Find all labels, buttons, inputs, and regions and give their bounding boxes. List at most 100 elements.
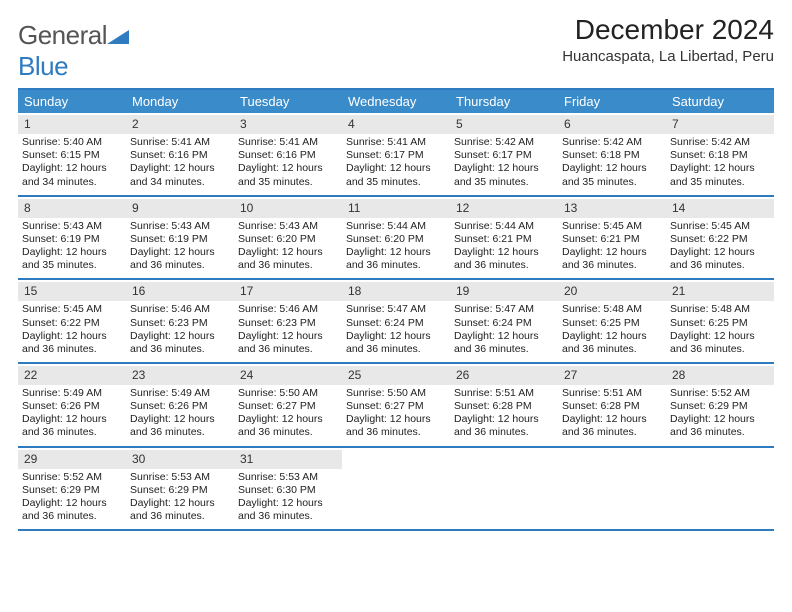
empty-cell [450,448,558,530]
sunrise-line: Sunrise: 5:44 AM [454,220,554,233]
day-number: 17 [240,284,253,298]
day-number: 23 [132,368,145,382]
day-cell: 26Sunrise: 5:51 AMSunset: 6:28 PMDayligh… [450,364,558,446]
sunrise-line: Sunrise: 5:49 AM [130,387,230,400]
daylight-line-1: Daylight: 12 hours [238,162,338,175]
sunrise-line: Sunrise: 5:41 AM [346,136,446,149]
sunrise-line: Sunrise: 5:47 AM [454,303,554,316]
sunset-line: Sunset: 6:20 PM [346,233,446,246]
daylight-line-2: and 34 minutes. [130,176,230,189]
day-header: Thursday [450,90,558,113]
day-number: 3 [240,117,247,131]
day-cell: 20Sunrise: 5:48 AMSunset: 6:25 PMDayligh… [558,280,666,362]
day-header: Tuesday [234,90,342,113]
daylight-line-1: Daylight: 12 hours [346,413,446,426]
sunrise-line: Sunrise: 5:52 AM [670,387,770,400]
sunset-line: Sunset: 6:20 PM [238,233,338,246]
day-cell: 19 Sunrise: 5:47 AMSunset: 6:24 PMDayligh… [450,280,558,362]
day-number: 11 [348,201,360,215]
day-number: 10 [240,201,253,215]
day-number-row: 1 [18,115,126,134]
daylight-line-1: Daylight: 12 hours [670,162,770,175]
day-cell: 14Sunrise: 5:45 AMSunset: 6:22 PMDayligh… [666,197,774,279]
sunrise-line: Sunrise: 5:42 AM [670,136,770,149]
daylight-line-1: Daylight: 12 hours [130,246,230,259]
day-number: 28 [672,368,685,382]
daylight-line-1: Daylight: 12 hours [454,413,554,426]
day-number-row: 4 [342,115,450,134]
day-number: 6 [564,117,571,131]
day-cell: 10Sunrise: 5:43 AMSunset: 6:20 PMDayligh… [234,197,342,279]
day-cell: 3Sunrise: 5:41 AMSunset: 6:16 PMDaylight… [234,113,342,195]
logo-triangle-icon [107,20,129,51]
daylight-line-2: and 35 minutes. [22,259,122,272]
daylight-line-2: and 36 minutes. [670,426,770,439]
daylight-line-1: Daylight: 12 hours [670,330,770,343]
day-number-row: 26 [450,366,558,385]
sunset-line: Sunset: 6:19 PM [130,233,230,246]
daylight-line-2: and 36 minutes. [670,343,770,356]
page-title: December 2024 [562,14,774,46]
empty-cell [558,448,666,530]
title-block: December 2024 Huancaspata, La Libertad, … [562,14,774,65]
daylight-line-1: Daylight: 12 hours [670,413,770,426]
sunrise-line: Sunrise: 5:41 AM [130,136,230,149]
sunrise-line: Sunrise: 5:49 AM [22,387,122,400]
sunrise-line: Sunrise: 5:46 AM [130,303,230,316]
daylight-line-1: Daylight: 12 hours [22,497,122,510]
sunset-line: Sunset: 6:19 PM [22,233,122,246]
day-cell: 18Sunrise: 5:47 AMSunset: 6:24 PMDayligh… [342,280,450,362]
day-cell: 9Sunrise: 5:43 AMSunset: 6:19 PMDaylight… [126,197,234,279]
sunset-line: Sunset: 6:18 PM [562,149,662,162]
sunrise-line: Sunrise: 5:43 AM [130,220,230,233]
day-number: 4 [348,117,355,131]
day-number: 2 [132,117,139,131]
sunset-line: Sunset: 6:29 PM [22,484,122,497]
daylight-line-1: Daylight: 12 hours [22,413,122,426]
day-cell: 16Sunrise: 5:46 AMSunset: 6:23 PMDayligh… [126,280,234,362]
sunrise-line: Sunrise: 5:48 AM [670,303,770,316]
daylight-line-1: Daylight: 12 hours [238,413,338,426]
week-row: 8Sunrise: 5:43 AMSunset: 6:19 PMDaylight… [18,197,774,281]
sunset-line: Sunset: 6:26 PM [22,400,122,413]
day-number-row: 11 [342,199,450,218]
sunset-line: Sunset: 6:23 PM [130,317,230,330]
day-cell: 30Sunrise: 5:53 AMSunset: 6:29 PMDayligh… [126,448,234,530]
day-number: 13 [564,201,577,215]
day-number: 19 [456,284,469,298]
day-cell: 29Sunrise: 5:52 AMSunset: 6:29 PMDayligh… [18,448,126,530]
week-row: 15Sunrise: 5:45 AMSunset: 6:22 PMDayligh… [18,280,774,364]
sunrise-line: Sunrise: 5:50 AM [346,387,446,400]
day-cell: 8Sunrise: 5:43 AMSunset: 6:19 PMDaylight… [18,197,126,279]
daylight-line-1: Daylight: 12 hours [454,330,554,343]
sunrise-line: Sunrise: 5:46 AM [238,303,338,316]
day-number: 29 [24,452,37,466]
daylight-line-2: and 36 minutes. [346,343,446,356]
daylight-line-2: and 36 minutes. [562,426,662,439]
daylight-line-2: and 36 minutes. [130,510,230,523]
day-number-row: 24 [234,366,342,385]
daylight-line-1: Daylight: 12 hours [346,246,446,259]
sunset-line: Sunset: 6:21 PM [454,233,554,246]
day-number: 30 [132,452,145,466]
sunrise-line: Sunrise: 5:51 AM [562,387,662,400]
day-number: 21 [672,284,685,298]
daylight-line-2: and 36 minutes. [562,259,662,272]
day-number: 1 [24,117,31,131]
daylight-line-2: and 35 minutes. [562,176,662,189]
week-row: 1Sunrise: 5:40 AMSunset: 6:15 PMDaylight… [18,113,774,197]
day-number-row: 19 [450,282,558,301]
day-number-row: 8 [18,199,126,218]
day-cell: 2Sunrise: 5:41 AMSunset: 6:16 PMDaylight… [126,113,234,195]
logo-text-gray: General [18,20,107,50]
sunset-line: Sunset: 6:24 PM [454,317,554,330]
day-number: 27 [564,368,577,382]
calendar: SundayMondayTuesdayWednesdayThursdayFrid… [18,88,774,531]
day-header: Wednesday [342,90,450,113]
day-number-row: 20 [558,282,666,301]
day-number: 22 [24,368,37,382]
day-number-row: 5 [450,115,558,134]
day-number: 12 [456,201,469,215]
header: General Blue December 2024 Huancaspata, … [18,14,774,82]
daylight-line-2: and 36 minutes. [238,510,338,523]
